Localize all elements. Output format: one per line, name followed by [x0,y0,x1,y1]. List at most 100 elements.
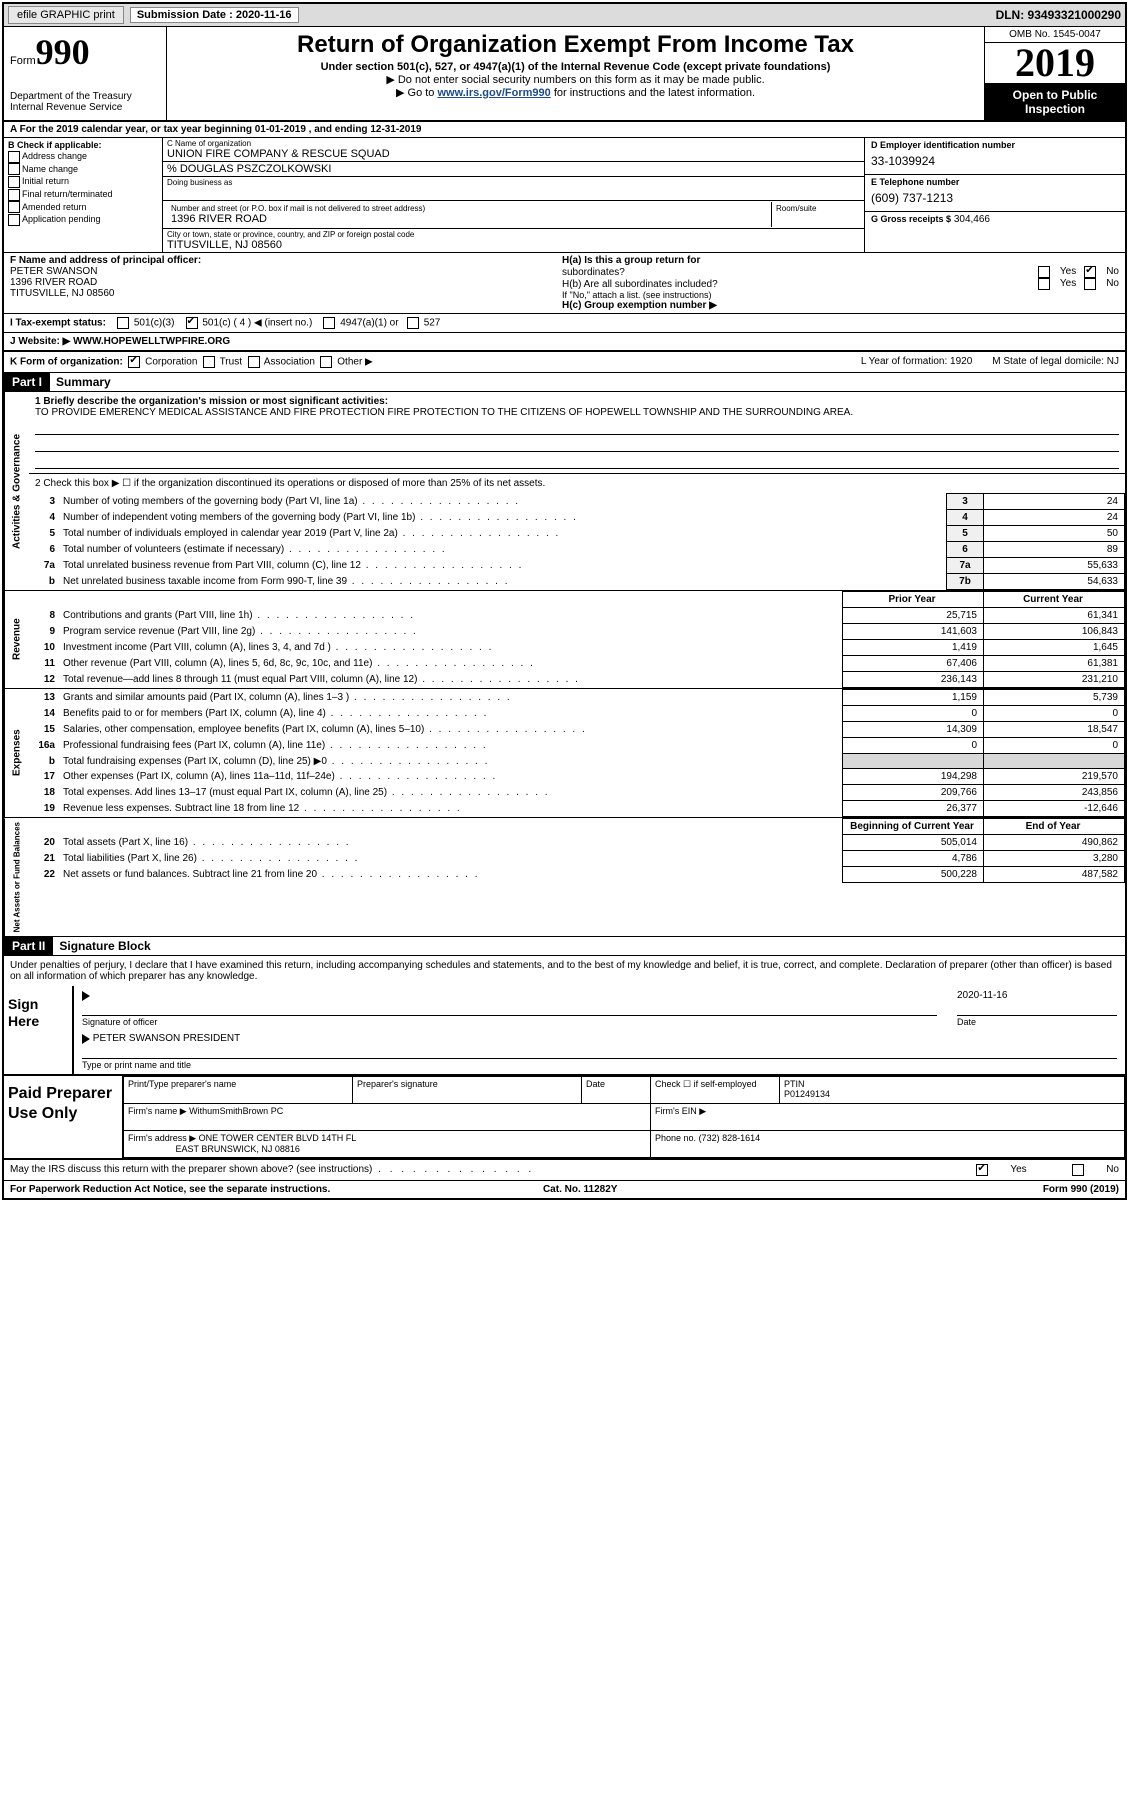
b-opt-0[interactable]: Address change [8,150,158,163]
table-row: 22Net assets or fund balances. Subtract … [29,867,1125,883]
firm-addr2: EAST BRUNSWICK, NJ 08816 [176,1144,300,1154]
gross-receipts: 304,466 [954,214,990,225]
b-title: B Check if applicable: [8,140,158,150]
part1-hdr: Part I [4,373,50,391]
phone-lbl: Phone no. [655,1133,696,1143]
col-b: B Check if applicable: Address change Na… [4,138,163,252]
prep-name-lbl: Print/Type preparer's name [124,1077,353,1104]
header-right: OMB No. 1545-0047 2019 Open to Public In… [984,27,1125,120]
prep-sig-lbl: Preparer's signature [353,1077,582,1104]
topbar: efile GRAPHIC print Submission Date : 20… [4,4,1125,27]
c-name-lbl: C Name of organization [167,139,860,148]
addr-lbl: Number and street (or P.O. box if mail i… [171,204,767,213]
footer-right: Form 990 (2019) [1043,1184,1119,1195]
status-row: I Tax-exempt status: 501(c)(3) 501(c) ( … [4,314,1125,333]
efile-button[interactable]: efile GRAPHIC print [8,6,124,24]
paid-preparer-label: Paid Preparer Use Only [4,1076,122,1158]
exp-table: 13Grants and similar amounts paid (Part … [29,689,1125,817]
table-row: 9Program service revenue (Part VIII, lin… [29,624,1125,640]
form-title: Return of Organization Exempt From Incom… [173,31,978,59]
phone: (732) 828-1614 [699,1133,761,1143]
k-row: K Form of organization: Corporation Trus… [4,352,1125,373]
hb-yes[interactable] [1038,278,1050,290]
part1-header-row: Part I Summary [4,373,1125,392]
dept-label: Department of the Treasury Internal Reve… [10,91,160,113]
gross-lbl: G Gross receipts $ [871,214,951,224]
k-other[interactable] [320,356,332,368]
hb2: If "No," attach a list. (see instruction… [562,290,1119,300]
subtitle-2: ▶ Do not enter social security numbers o… [173,73,978,86]
firm-addr1: ONE TOWER CENTER BLVD 14TH FL [199,1133,357,1143]
table-row: 20Total assets (Part X, line 16)505,0144… [29,835,1125,851]
table-row: 5Total number of individuals employed in… [29,526,1125,542]
subtitle-1: Under section 501(c), 527, or 4947(a)(1)… [173,61,978,73]
hc-lbl: H(c) Group exemption number ▶ [562,300,1119,311]
room-lbl: Room/suite [772,202,860,227]
vtab-activities: Activities & Governance [4,392,29,590]
officer-name: PETER SWANSON [10,266,550,277]
preparer-block: Paid Preparer Use Only Print/Type prepar… [4,1076,1125,1160]
discuss-yes[interactable] [976,1164,988,1176]
table-row: 8Contributions and grants (Part VIII, li… [29,608,1125,624]
street-address: 1396 RIVER ROAD [171,213,767,225]
status-501c[interactable] [186,317,198,329]
vtab-expenses: Expenses [4,689,29,817]
submission-date: Submission Date : 2020-11-16 [130,7,299,23]
footer: For Paperwork Reduction Act Notice, see … [4,1181,1125,1198]
hb-no[interactable] [1084,278,1096,290]
line2: 2 Check this box ▶ ☐ if the organization… [29,474,1125,493]
sig-line-lbl: Signature of officer [82,1015,937,1027]
footer-mid: Cat. No. 11282Y [543,1184,617,1195]
ha-no[interactable] [1084,266,1096,278]
table-row: 14Benefits paid to or for members (Part … [29,706,1125,722]
sig-arrow-icon-2 [82,1034,90,1044]
firm-name: WithumSmithBrown PC [189,1106,283,1116]
row-fh: F Name and address of principal officer:… [4,253,1125,314]
org-name: UNION FIRE COMPANY & RESCUE SQUAD [167,148,860,160]
discuss-no[interactable] [1072,1164,1084,1176]
k-trust[interactable] [203,356,215,368]
k-corp[interactable] [128,356,140,368]
discuss-text: May the IRS discuss this return with the… [10,1164,372,1176]
vtab-revenue: Revenue [4,591,29,688]
sign-here-label: Sign Here [4,986,72,1074]
dba-lbl: Doing business as [167,178,860,187]
b-opt-2[interactable]: Initial return [8,175,158,188]
b-opt-5[interactable]: Application pending [8,213,158,226]
prep-date-lbl: Date [582,1077,651,1104]
sign-here-block: Sign Here Signature of officer 2020-11-1… [4,986,1125,1076]
m-state: M State of legal domicile: NJ [992,356,1119,368]
na-curr-hdr: End of Year [984,819,1125,835]
sig-arrow-icon [82,991,90,1001]
status-4947[interactable] [323,317,335,329]
form-label: Form [10,55,36,67]
irs-link[interactable]: www.irs.gov/Form990 [437,87,550,99]
status-527[interactable] [407,317,419,329]
ein-lbl: D Employer identification number [871,140,1119,150]
part2-header-row: Part II Signature Block [4,937,1125,956]
firm-ein-lbl: Firm's EIN ▶ [651,1104,1125,1131]
status-501c3[interactable] [117,317,129,329]
name-lbl: Type or print name and title [82,1058,1117,1070]
part1-title: Summary [50,375,111,389]
preparer-table: Print/Type preparer's name Preparer's si… [123,1076,1125,1158]
header-mid: Return of Organization Exempt From Incom… [167,27,984,120]
ha2: subordinates? [562,267,625,278]
part2-hdr: Part II [4,937,53,955]
i-lbl: I Tax-exempt status: [10,318,106,329]
mission-text: TO PROVIDE EMERENCY MEDICAL ASSISTANCE A… [35,407,1119,418]
b-opt-4[interactable]: Amended return [8,201,158,214]
b-opt-1[interactable]: Name change [8,163,158,176]
footer-left: For Paperwork Reduction Act Notice, see … [10,1184,330,1195]
ha-yes[interactable] [1038,266,1050,278]
table-row: 17Other expenses (Part IX, column (A), l… [29,769,1125,785]
date-lbl: Date [957,1015,1117,1027]
j-lbl: J Website: ▶ [10,336,70,347]
open-to-public: Open to Public Inspection [985,84,1125,120]
k-assoc[interactable] [248,356,260,368]
b-opt-3[interactable]: Final return/terminated [8,188,158,201]
officer-printed: PETER SWANSON PRESIDENT [93,1033,240,1044]
table-row: 7aTotal unrelated business revenue from … [29,558,1125,574]
ag-table: 3Number of voting members of the governi… [29,493,1125,590]
city-state-zip: TITUSVILLE, NJ 08560 [167,239,860,251]
